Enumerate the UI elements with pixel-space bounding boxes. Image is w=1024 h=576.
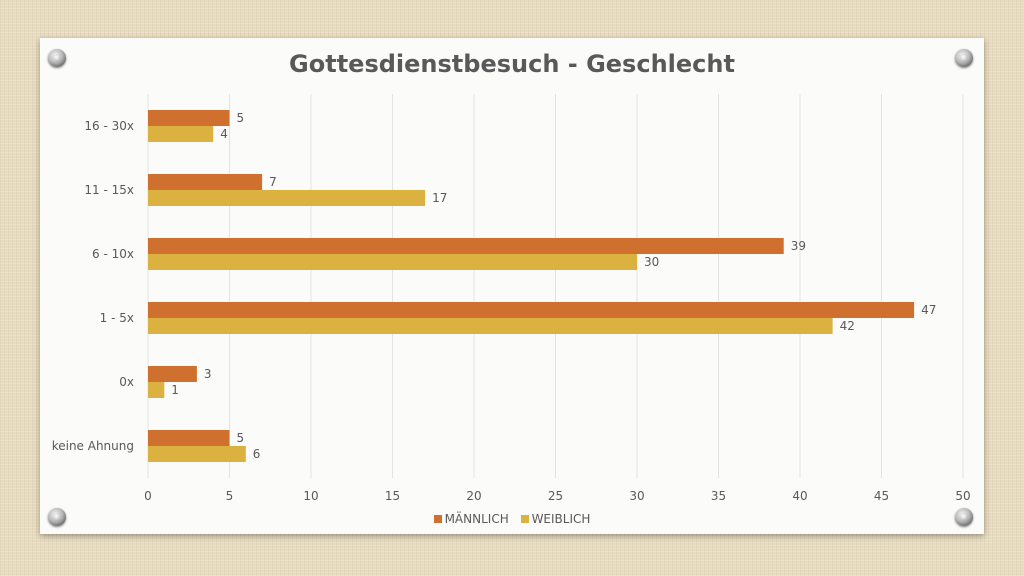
data-label: 17	[432, 191, 447, 205]
bar-maennlich	[148, 110, 230, 126]
x-tick-label: 50	[955, 489, 970, 503]
chart-legend: MÄNNLICH WEIBLICH	[40, 512, 984, 526]
y-tick-label: 1 - 5x	[100, 311, 134, 325]
x-tick-label: 20	[466, 489, 481, 503]
legend-swatch-maennlich	[433, 515, 442, 523]
x-tick-label: 25	[548, 489, 563, 503]
x-tick-label: 35	[711, 489, 726, 503]
x-tick-label: 30	[629, 489, 644, 503]
top-left-screw-icon	[48, 49, 66, 67]
bar-weiblich	[148, 446, 246, 462]
data-label: 5	[237, 111, 245, 125]
data-label: 7	[269, 175, 277, 189]
data-label: 4	[220, 127, 228, 141]
data-label: 30	[644, 255, 659, 269]
y-tick-label: keine Ahnung	[52, 439, 134, 453]
bottom-right-screw-icon	[955, 508, 973, 526]
bottom-left-screw-icon	[48, 508, 66, 526]
x-tick-label: 10	[303, 489, 318, 503]
bar-weiblich	[148, 190, 426, 206]
data-label: 39	[791, 239, 806, 253]
bar-maennlich	[148, 366, 197, 382]
legend-swatch-weiblich	[520, 515, 529, 523]
legend-item-maennlich: MÄNNLICH	[433, 512, 509, 526]
bar-maennlich	[148, 302, 915, 318]
data-label: 3	[204, 367, 212, 381]
y-tick-label: 11 - 15x	[84, 183, 134, 197]
x-tick-label: 40	[792, 489, 807, 503]
legend-label-maennlich: MÄNNLICH	[444, 512, 509, 526]
x-tick-label: 15	[385, 489, 400, 503]
bar-weiblich	[148, 318, 833, 334]
bar-weiblich	[148, 126, 214, 142]
chart-title: Gottesdienstbesuch - Geschlecht	[289, 50, 735, 78]
data-label: 6	[253, 447, 261, 461]
legend-label-weiblich: WEIBLICH	[531, 512, 591, 526]
data-label: 1	[171, 383, 179, 397]
legend-item-weiblich: WEIBLICH	[520, 512, 591, 526]
bar-weiblich	[148, 382, 165, 398]
chart-panel: Gottesdienstbesuch - Geschlecht 0 5 10 15 20…	[40, 38, 984, 534]
y-tick-label: 16 - 30x	[84, 119, 134, 133]
bar-maennlich	[148, 430, 230, 446]
data-label: 47	[921, 303, 936, 317]
data-label: 42	[840, 319, 855, 333]
x-tick-label: 0	[144, 489, 152, 503]
x-tick-label: 45	[874, 489, 889, 503]
bar-maennlich	[148, 238, 784, 254]
data-label: 5	[237, 431, 245, 445]
y-tick-label: 6 - 10x	[92, 247, 134, 261]
bar-weiblich	[148, 254, 637, 270]
bar-maennlich	[148, 174, 263, 190]
y-tick-label: 0x	[119, 375, 134, 389]
top-right-screw-icon	[955, 49, 973, 67]
x-tick-label: 5	[226, 489, 234, 503]
